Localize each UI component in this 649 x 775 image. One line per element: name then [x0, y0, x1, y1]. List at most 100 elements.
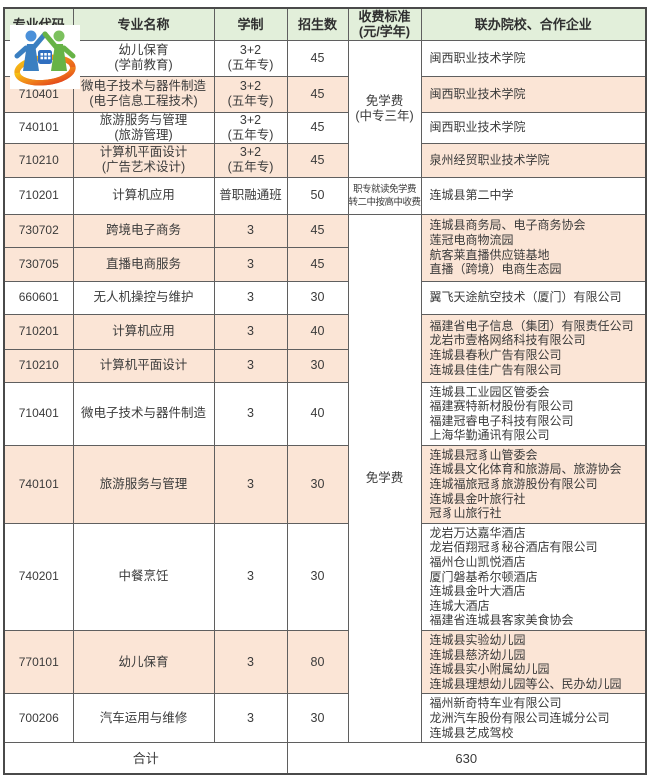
table-row: 710201 计算机应用 普职融通班 50 职专就读免学费 转二中按高中收费 连…: [3, 176, 647, 215]
cell-code: 730705: [3, 246, 74, 282]
footer-row: 合计 630: [3, 742, 647, 775]
cell-enrollment: 45: [286, 246, 349, 282]
cell-code: 710201: [3, 313, 74, 350]
cell-name: 计算机应用: [72, 176, 215, 215]
cell-duration: 3: [213, 629, 288, 695]
cell-code: 660601: [3, 280, 74, 315]
cell-name: 中餐烹饪: [72, 522, 215, 632]
cell-code: 740201: [3, 522, 74, 632]
table-row: 710401 微电子技术与器件制造 3 40 连城县工业园区管委会 福建赛特新材…: [3, 381, 647, 446]
cell-duration: 普职融通班: [213, 176, 288, 215]
cell-partner: 翼飞天途航空技术（厦门）有限公司: [420, 280, 647, 315]
table-row: 740101 旅游服务与管理 3 30 连城县冠豸山管委会 连城县文化体育和旅游…: [3, 444, 647, 524]
cell-enrollment: 45: [286, 142, 349, 178]
cell-name: 无人机操控与维护: [72, 280, 215, 315]
cell-name: 计算机应用: [72, 313, 215, 350]
table-row: 710210 计算机平面设计 (广告艺术设计) 3+2 (五年专) 45 泉州经…: [3, 142, 647, 178]
cell-enrollment: 30: [286, 280, 349, 315]
enrollment-table: 专业代码 专业名称 学制 招生数 收费标准 (元/学年) 联办院校、合作企业 幼…: [3, 7, 647, 775]
cell-partner: 连城县第二中学: [420, 176, 647, 215]
cell-partner: 闽西职业技术学院: [420, 75, 647, 113]
table-row: 730702 跨境电子商务 3 45 免学费 连城县商务局、电子商务协会 莲冠电…: [3, 213, 647, 744]
cell-code: 710201: [3, 176, 74, 215]
cell-fee: 职专就读免学费 转二中按高中收费: [347, 176, 422, 215]
cell-partner: 闽西职业技术学院: [420, 111, 647, 144]
cell-duration: 3+2 (五年专): [213, 39, 288, 77]
cell-enrollment: 30: [286, 348, 349, 383]
header-row: 专业代码 专业名称 学制 招生数 收费标准 (元/学年) 联办院校、合作企业: [3, 7, 647, 41]
cell-duration: 3: [213, 444, 288, 524]
table-row: 770101 幼儿保育 3 80 连城县实验幼儿园 连城县慈济幼儿园 连城县实小…: [3, 629, 647, 695]
cell-enrollment: 30: [286, 444, 349, 524]
cell-name: 旅游服务与管理 (旅游管理): [72, 111, 215, 144]
cell-enrollment: 45: [286, 39, 349, 77]
table-row: 幼儿保育 (学前教育) 3+2 (五年专) 45 免学费 (中专三年) 闽西职业…: [3, 39, 647, 178]
cell-partner: 连城县冠豸山管委会 连城县文化体育和旅游局、旅游协会 连城福旅冠豸旅游股份有限公…: [420, 444, 647, 524]
cell-duration: 3: [213, 522, 288, 632]
cell-duration: 3: [213, 213, 288, 248]
cell-duration: 3: [213, 381, 288, 446]
cell-name: 微电子技术与器件制造: [72, 381, 215, 446]
cell-name: 幼儿保育 (学前教育): [72, 39, 215, 77]
table-row: 740201 中餐烹饪 3 30 龙岩万达嘉华酒店 龙岩佰翔冠豸秘谷酒店有限公司…: [3, 522, 647, 632]
header-duration: 学制: [213, 7, 288, 41]
table-row: 730705 直播电商服务 3 45: [3, 246, 646, 282]
cell-name: 计算机平面设计 (广告艺术设计): [72, 142, 215, 178]
cell-code: 710401: [3, 381, 74, 446]
cell-name: 直播电商服务: [72, 246, 215, 282]
cell-duration: 3: [213, 246, 288, 282]
header-name: 专业名称: [72, 7, 215, 41]
cell-partner: 龙岩万达嘉华酒店 龙岩佰翔冠豸秘谷酒店有限公司 福州仓山凯悦酒店 厦门磐基希尔顿…: [420, 522, 647, 632]
table-row: 740101 旅游服务与管理 (旅游管理) 3+2 (五年专) 45 闽西职业技…: [3, 111, 647, 144]
cell-duration: 3+2 (五年专): [213, 142, 288, 178]
cell-duration: 3: [213, 693, 288, 744]
cell-enrollment: 45: [286, 75, 349, 113]
cell-fee-merged-3plus2: 免学费 (中专三年): [347, 39, 422, 178]
table-row: 710210 计算机平面设计 3 30: [3, 348, 646, 383]
cell-name: 跨境电子商务: [72, 213, 215, 248]
cell-partner: 泉州经贸职业技术学院: [420, 142, 647, 178]
school-logo-icon: [10, 25, 80, 89]
table-row: 710201 计算机应用 3 40 福建省电子信息（集团）有限责任公司 龙岩市壹…: [3, 313, 647, 383]
cell-name: 微电子技术与器件制造 (电子信息工程技术): [72, 75, 215, 113]
total-value: 630: [286, 742, 647, 775]
table-row: 710401 微电子技术与器件制造 (电子信息工程技术) 3+2 (五年专) 4…: [3, 75, 647, 113]
cell-code: 770101: [3, 629, 74, 695]
cell-enrollment: 45: [286, 213, 349, 248]
table-row: 700206 汽车运用与维修 3 30 福州新奇特车业有限公司 龙洲汽车股份有限…: [3, 693, 647, 744]
cell-partner: 连城县工业园区管委会 福建赛特新材股份有限公司 福建冠睿电子科技有限公司 上海华…: [420, 381, 647, 446]
cell-enrollment: 30: [286, 522, 349, 632]
cell-enrollment: 45: [286, 111, 349, 144]
cell-duration: 3: [213, 280, 288, 315]
cell-enrollment: 50: [286, 176, 349, 215]
cell-name: 汽车运用与维修: [72, 693, 215, 744]
cell-code: 730702: [3, 213, 74, 248]
cell-enrollment: 40: [286, 313, 349, 350]
table-row: 660601 无人机操控与维护 3 30 翼飞天途航空技术（厦门）有限公司: [3, 280, 647, 315]
cell-code: 740101: [3, 111, 74, 144]
cell-duration: 3+2 (五年专): [213, 111, 288, 144]
cell-enrollment: 80: [286, 629, 349, 695]
cell-partner: 闽西职业技术学院: [420, 39, 647, 77]
cell-code: 740101: [3, 444, 74, 524]
cell-name: 计算机平面设计: [72, 348, 215, 383]
header-fee: 收费标准 (元/学年): [347, 7, 422, 41]
cell-code: 700206: [3, 693, 74, 744]
header-enrollment: 招生数: [286, 7, 349, 41]
cell-partner: 福州新奇特车业有限公司 龙洲汽车股份有限公司连城分公司 连城县艺成驾校: [420, 693, 647, 744]
cell-duration: 3: [213, 348, 288, 383]
total-label: 合计: [3, 742, 288, 775]
cell-enrollment: 40: [286, 381, 349, 446]
cell-enrollment: 30: [286, 693, 349, 744]
cell-code: 710210: [3, 142, 74, 178]
cell-partner-merged-it: 福建省电子信息（集团）有限责任公司 龙岩市壹格网络科技有限公司 连城县春秋广告有…: [420, 313, 647, 383]
cell-code: 710210: [3, 348, 74, 383]
cell-duration: 3+2 (五年专): [213, 75, 288, 113]
cell-partner: 连城县实验幼儿园 连城县慈济幼儿园 连城县实小附属幼儿园 连城县理想幼儿园等公、…: [420, 629, 647, 695]
cell-name: 旅游服务与管理: [72, 444, 215, 524]
cell-fee-merged-free: 免学费: [347, 213, 422, 744]
cell-name: 幼儿保育: [72, 629, 215, 695]
cell-duration: 3: [213, 313, 288, 350]
cell-partner-merged-ecommerce: 连城县商务局、电子商务协会 莲冠电商物流园 航客莱直播供应链基地 直播（跨境）电…: [420, 213, 647, 282]
header-partner: 联办院校、合作企业: [420, 7, 647, 41]
